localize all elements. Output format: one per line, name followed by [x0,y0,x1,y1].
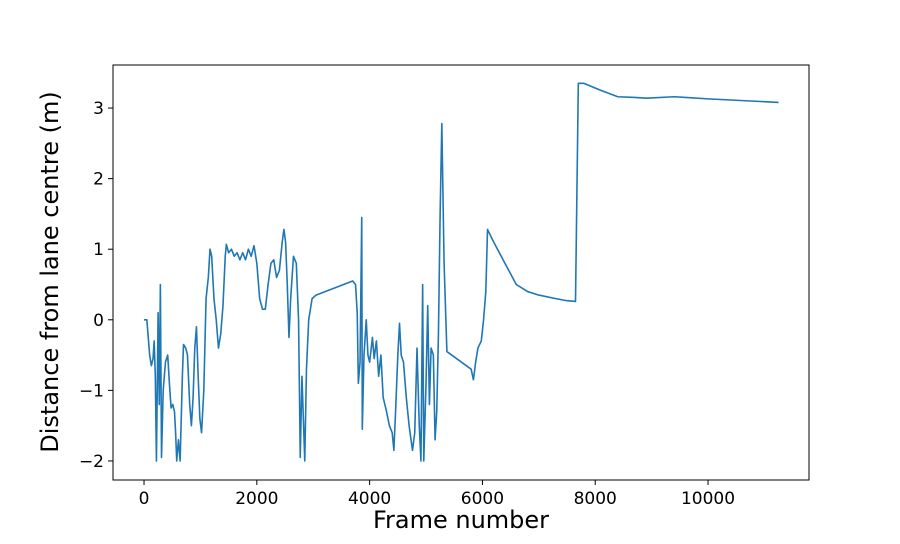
x-tick-label: 6000 [461,489,504,509]
y-tick-label: 0 [93,311,104,331]
x-tick-label: 0 [139,489,150,509]
y-axis-label: Distance from lane centre (m) [36,91,64,452]
y-tick-label: −2 [79,452,104,472]
y-tick-label: 1 [93,240,104,260]
plot-frame [112,64,810,481]
y-tick-label: 2 [93,170,104,190]
x-tick-label: 4000 [348,489,391,509]
data-line [144,82,779,462]
x-tick-label: 8000 [574,489,617,509]
x-tick-label: 2000 [235,489,278,509]
x-tick-label: 10000 [681,489,735,509]
y-tick-label: −1 [79,381,104,401]
y-tick-label: 3 [93,99,104,119]
x-axis-label: Frame number [373,506,549,534]
